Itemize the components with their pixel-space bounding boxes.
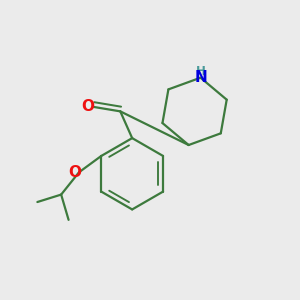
Text: H: H	[196, 65, 206, 78]
Text: O: O	[82, 98, 95, 113]
Text: O: O	[69, 165, 82, 180]
Text: N: N	[194, 70, 207, 85]
